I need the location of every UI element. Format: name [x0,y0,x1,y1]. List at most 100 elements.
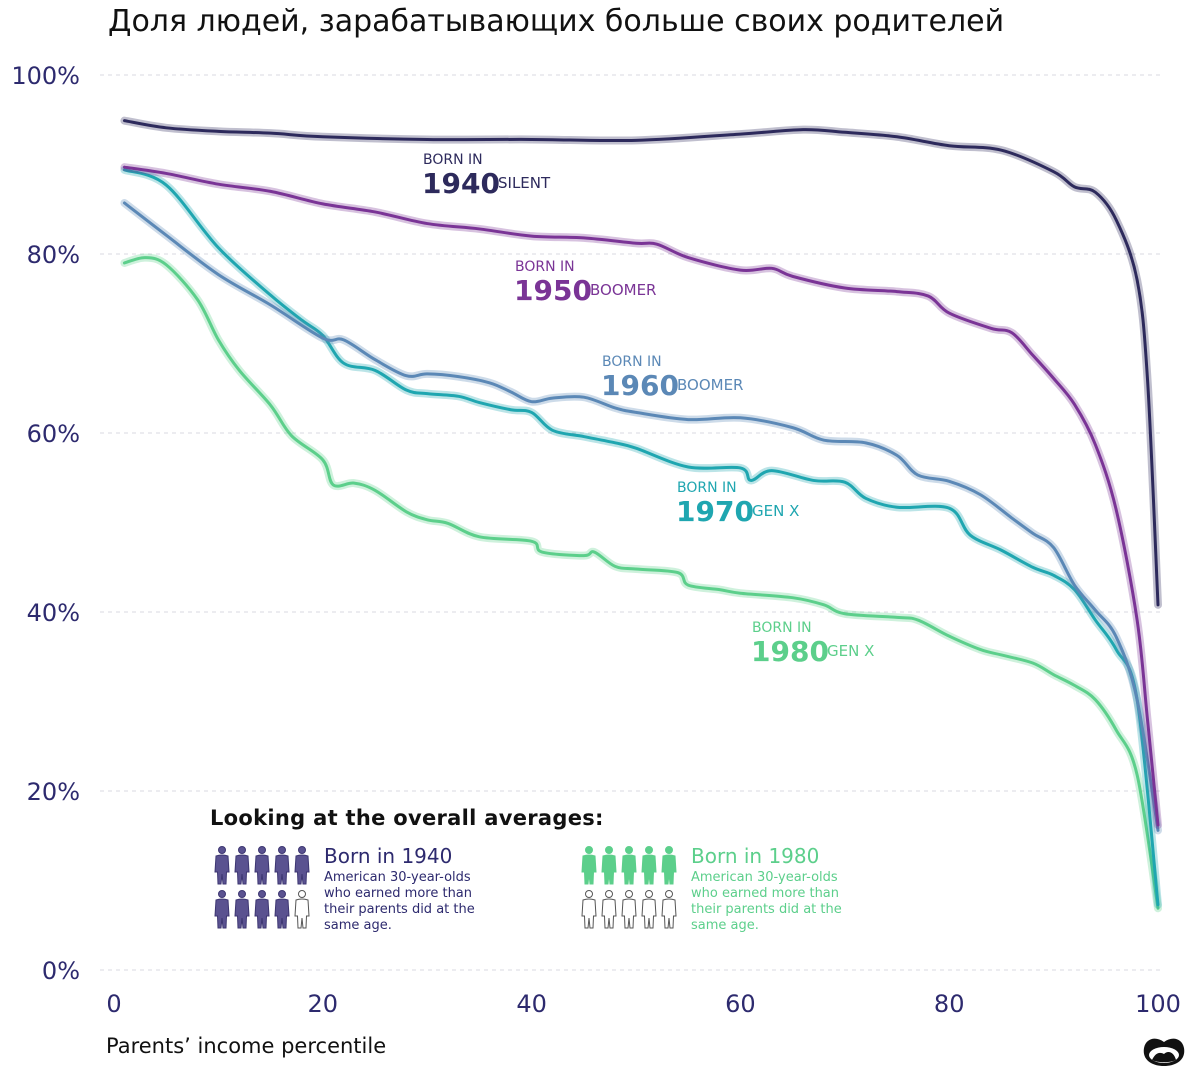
person-filled-icon [274,846,290,885]
person-filled-icon [214,890,230,929]
person-body [641,854,657,885]
person-body [254,854,270,885]
annotation-year: 1940 [422,167,500,200]
annotation-year: 1950 [514,274,592,307]
person-head [645,846,653,854]
annotation-generation: GEN X [827,642,874,660]
annotation-born-in: BORN IN [602,354,662,370]
person-head [585,890,593,898]
person-body [294,854,310,885]
person-filled-icon [234,890,250,929]
annotation-born-in: BORN IN [515,259,575,275]
person-head [665,890,673,898]
person-head [278,890,286,898]
person-body [621,854,637,885]
mustache-logo-icon [1143,1038,1185,1066]
annotation-year: 1980 [751,635,829,668]
y-tick-label: 40% [27,599,80,627]
person-outline-icon [294,890,310,929]
person-head [258,846,266,854]
annotation-born-in: BORN IN [752,620,812,636]
annotation-generation: BOOMER [677,376,743,394]
person-body [274,898,290,929]
person-filled-icon [234,846,250,885]
person-head [238,890,246,898]
x-tick-label: 0 [106,990,121,1018]
person-body [581,898,597,929]
series-line-1960 [122,201,1160,832]
legend-text-1940: American 30-year-olds who earned more th… [324,870,475,933]
person-filled-icon [661,846,677,885]
person-body [214,898,230,929]
person-head [585,846,593,854]
y-tick-label: 80% [27,241,80,269]
person-body [661,898,677,929]
y-tick-label: 0% [42,957,80,985]
legend-heading-1980: Born in 1980 [691,844,820,868]
person-head [218,890,226,898]
x-tick-label: 80 [934,990,965,1018]
person-filled-icon [274,890,290,929]
legend-heading-1940: Born in 1940 [324,844,453,868]
y-tick-label: 20% [27,778,80,806]
person-filled-icon [254,890,270,929]
person-head [238,846,246,854]
x-tick-label: 40 [516,990,547,1018]
series-line-1980 [122,256,1160,910]
person-head [298,846,306,854]
person-head [278,846,286,854]
x-tick-label: 100 [1135,990,1181,1018]
legend-title: Looking at the overall averages: [210,806,604,830]
y-tick-label: 60% [27,420,80,448]
annotation-generation: GEN X [752,502,799,520]
series-halo-1950 [120,163,1162,830]
person-filled-icon [621,846,637,885]
person-filled-icon [254,846,270,885]
person-body [214,854,230,885]
person-filled-icon [641,846,657,885]
person-body [641,898,657,929]
person-body [294,898,310,929]
annotation-year: 1960 [601,369,679,402]
person-body [581,854,597,885]
person-body [234,898,250,929]
person-outline-icon [621,890,637,929]
person-head [625,890,633,898]
person-filled-icon [601,846,617,885]
person-head [605,846,613,854]
person-outline-icon [581,890,597,929]
x-tick-label: 60 [725,990,756,1018]
annotation-year: 1970 [676,495,754,528]
person-body [621,898,637,929]
person-head [625,846,633,854]
person-body [234,854,250,885]
person-outline-icon [661,890,677,929]
series-line-1950 [122,165,1160,827]
legend-text-1980: American 30-year-olds who earned more th… [691,870,842,933]
person-filled-icon [294,846,310,885]
person-filled-icon [214,846,230,885]
x-axis-label: Parents’ income percentile [106,1034,387,1058]
annotation-born-in: BORN IN [423,152,483,168]
annotation-generation: BOOMER [590,281,656,299]
person-head [258,890,266,898]
series-line-1940 [122,119,1160,607]
annotation-generation: SILENT [498,174,551,192]
person-body [254,898,270,929]
person-head [665,846,673,854]
person-head [298,890,306,898]
person-head [605,890,613,898]
person-body [601,898,617,929]
people-icons-1980 [581,846,677,929]
person-head [218,846,226,854]
series-line-1970 [122,168,1160,907]
person-body [661,854,677,885]
annotation-born-in: BORN IN [677,480,737,496]
person-filled-icon [581,846,597,885]
person-body [274,854,290,885]
